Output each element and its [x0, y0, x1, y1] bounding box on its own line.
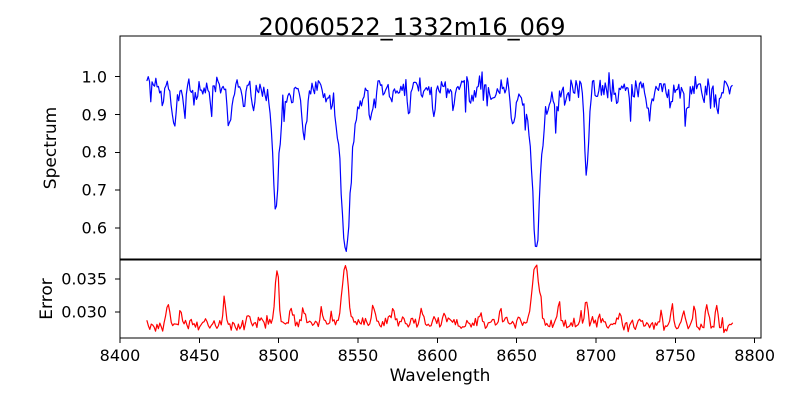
spectrum-y-tick-label: 0.9 — [81, 105, 107, 125]
error-x-tick-label: 8700 — [575, 346, 617, 365]
spectrum-y-tick-label: 0.8 — [81, 142, 107, 162]
error-x-tick-label: 8500 — [258, 346, 300, 365]
error-x-tick-label: 8750 — [654, 346, 696, 365]
error-y-tick-label: 0.035 — [61, 269, 107, 289]
error-x-tick-label: 8450 — [178, 346, 220, 365]
spectrum-y-tick-label: 1.0 — [81, 67, 107, 87]
spectrum-axes-frame — [119, 35, 762, 260]
error-x-tick-label: 8800 — [734, 346, 775, 365]
error-x-tick-label: 8600 — [416, 346, 458, 365]
spectrum-curve — [146, 71, 733, 252]
spectrum-y-tick-label: 0.7 — [81, 180, 107, 200]
error-axes-frame — [119, 259, 762, 339]
wavelength-axis-label: Wavelength — [389, 366, 491, 386]
spectrum-y-tick-label: 0.6 — [81, 218, 107, 238]
error-curve — [146, 264, 734, 334]
plot-title: 20060522_1332m16_069 — [258, 13, 566, 41]
error-x-tick-label: 8650 — [496, 346, 538, 365]
error-x-tick-label: 8550 — [337, 346, 379, 365]
error-y-tick-label: 0.030 — [61, 302, 107, 322]
error-x-tick-label: 8400 — [99, 346, 141, 365]
